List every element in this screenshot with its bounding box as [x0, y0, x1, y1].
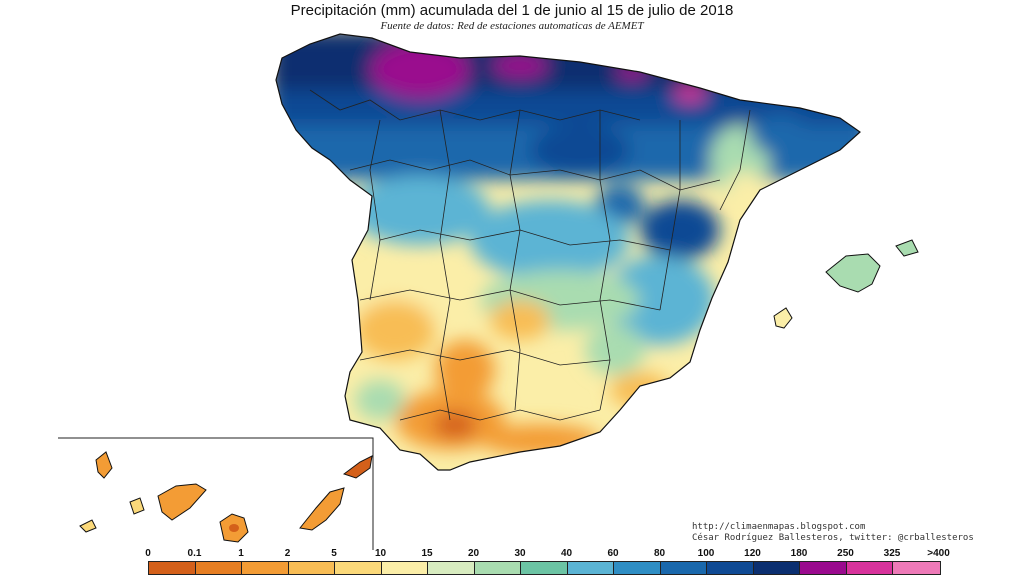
legend-label: 30	[514, 548, 526, 559]
legend-swatch	[567, 562, 614, 574]
legend-swatch	[800, 562, 847, 574]
legend-label: >400	[927, 548, 950, 559]
legend-swatch	[846, 562, 893, 574]
legend-label: 250	[837, 548, 854, 559]
legend-label: 100	[697, 548, 715, 559]
color-legend	[148, 561, 941, 575]
legend-swatch	[288, 562, 335, 574]
legend-swatch	[753, 562, 800, 574]
legend-label: 5	[331, 548, 337, 559]
legend-label: 0	[145, 548, 151, 559]
legend-swatch	[707, 562, 754, 574]
mainland-spain	[276, 34, 860, 470]
legend-label: 120	[744, 548, 761, 559]
legend-swatch	[381, 562, 428, 574]
canary-islands-inset	[58, 437, 374, 550]
legend-label: 15	[421, 548, 433, 559]
legend-label: 325	[883, 548, 901, 559]
legend-swatch	[614, 562, 661, 574]
legend-labels: 0 0.1 1 2 5 10 15 20 30 40 60 80 100 120 180 250 325 >400	[0, 548, 1024, 560]
legend-swatch	[474, 562, 521, 574]
legend-swatch	[149, 562, 196, 574]
legend-swatch	[335, 562, 382, 574]
legend-label: 1	[238, 548, 244, 559]
legend-label: 80	[653, 548, 666, 559]
balearic-islands	[773, 239, 919, 329]
legend-swatch	[195, 562, 242, 574]
map-title: Precipitación (mm) acumulada del 1 de ju…	[290, 2, 734, 19]
author-credit: César Rodríguez Ballesteros, twitter: @c…	[692, 533, 974, 543]
legend-label: 60	[607, 548, 619, 559]
legend-label: 40	[560, 548, 573, 559]
legend-swatch	[242, 562, 289, 574]
legend-label: 180	[790, 548, 808, 559]
legend-label: 0.1	[187, 548, 202, 559]
legend-swatch	[893, 562, 940, 574]
credits: http://climaenmapas.blogspot.com César R…	[692, 522, 974, 544]
legend-swatch	[521, 562, 568, 574]
map-subtitle: Fuente de datos: Red de estaciones autom…	[380, 20, 644, 32]
legend-swatch	[660, 562, 707, 574]
legend-label: 10	[374, 548, 387, 559]
legend-label: 2	[284, 548, 291, 559]
legend-swatch	[428, 562, 475, 574]
legend-label: 20	[467, 548, 480, 559]
blog-url: http://climaenmapas.blogspot.com	[692, 522, 866, 532]
